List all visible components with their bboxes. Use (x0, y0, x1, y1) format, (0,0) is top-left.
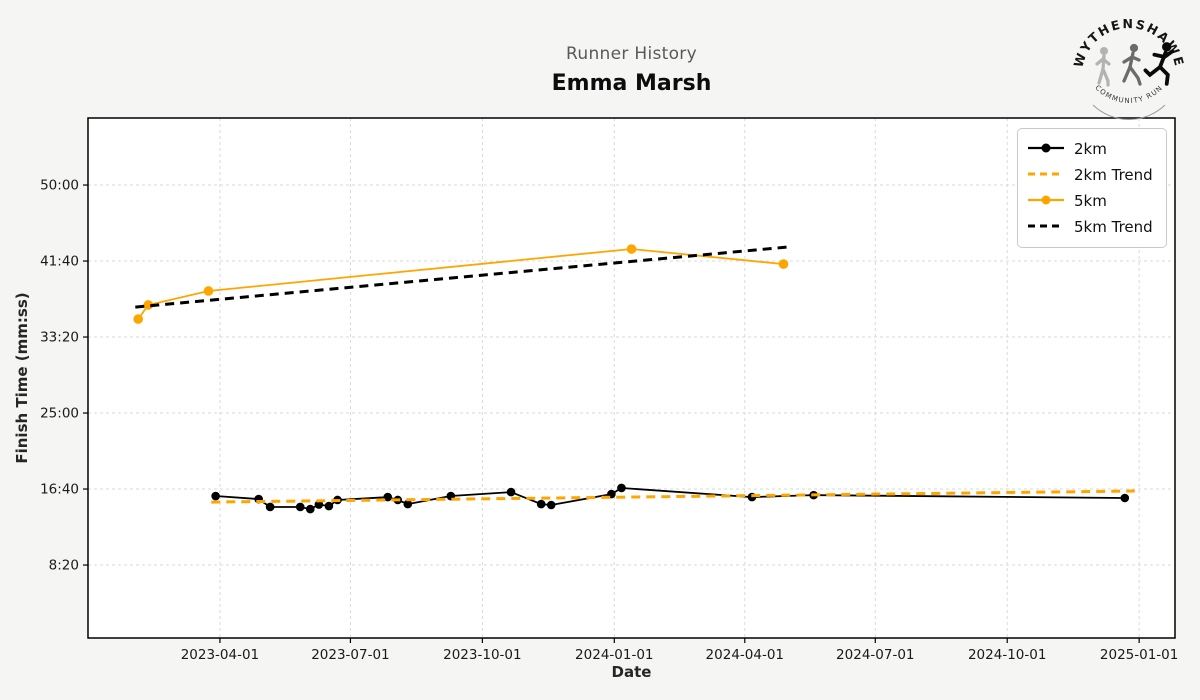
x-axis-label: Date (611, 663, 652, 681)
y-tick-label: 33:20 (40, 330, 79, 346)
legend-label-2km-trend: 2km Trend (1074, 166, 1153, 184)
data-point-5km (143, 300, 154, 310)
x-tick-label: 2023-07-01 (311, 647, 389, 663)
x-tick-label: 2023-04-01 (181, 647, 259, 663)
x-tick-label: 2024-01-01 (575, 647, 653, 663)
data-point-5km (133, 314, 143, 324)
data-point-2km (1120, 493, 1130, 503)
data-point-5km (778, 259, 789, 269)
runner-icon-light (1095, 47, 1111, 87)
x-tick-label: 2024-04-01 (706, 647, 784, 663)
chart-title: Runner History (566, 44, 697, 64)
x-tick-label: 2023-10-01 (443, 647, 521, 663)
runner-name: Emma Marsh (551, 71, 712, 96)
data-point-2km (211, 491, 220, 501)
data-point-2km (536, 499, 546, 509)
data-point-5km (626, 244, 637, 254)
legend-swatch-2km-icon (1027, 140, 1065, 159)
data-point-2km (295, 502, 305, 512)
logo-bottom-text: COMMUNITY RUN (1093, 84, 1164, 105)
data-point-2km (305, 504, 315, 514)
legend-swatch-5km-icon (1027, 192, 1065, 211)
x-tick-label: 2025-01-01 (1100, 647, 1178, 663)
runner-icon-dark (1143, 42, 1175, 86)
legend-item-2km-trend: 2km Trend (1027, 162, 1156, 188)
y-tick-label: 25:00 (40, 406, 79, 422)
y-axis-label: Finish Time (mm:ss) (13, 292, 31, 464)
data-point-2km (324, 501, 334, 511)
data-point-2km (506, 487, 516, 497)
logo-bottom-arc (1092, 104, 1166, 120)
y-tick-label: 41:40 (40, 254, 79, 270)
y-tick-label: 16:40 (40, 482, 79, 498)
logo-top-text: WYTHENSHAWE (1070, 16, 1187, 69)
data-point-2km (403, 499, 413, 509)
legend-swatch-5km-trend-icon (1027, 218, 1065, 237)
data-point-2km (314, 500, 324, 509)
data-point-2km (383, 492, 393, 502)
y-tick-label: 8:20 (49, 558, 79, 574)
legend-item-5km: 5km (1027, 188, 1156, 214)
legend-label-5km: 5km (1074, 192, 1107, 210)
title-block: Runner History Emma Marsh (88, 44, 1175, 96)
series-line-2km-trend (211, 489, 1135, 504)
runner-icon-medium (1122, 43, 1142, 86)
wythenshawe-community-run-logo: WYTHENSHAWE COMMUNITY RUN (1070, 16, 1187, 120)
data-point-2km (265, 502, 275, 512)
plot-area (88, 118, 1175, 638)
data-point-5km (203, 286, 214, 296)
legend-swatch-2km-trend-icon (1027, 166, 1065, 185)
data-point-2km (546, 500, 556, 510)
plot-border (87, 117, 1176, 639)
legend-label-5km-trend: 5km Trend (1074, 218, 1153, 236)
y-tick-label: 50:00 (40, 178, 79, 194)
x-tick-label: 2024-10-01 (968, 647, 1046, 663)
legend: 2km 2km Trend 5km 5km Trend (1017, 128, 1167, 248)
legend-label-2km: 2km (1074, 140, 1107, 158)
legend-item-2km: 2km (1027, 136, 1156, 162)
legend-item-5km-trend: 5km Trend (1027, 214, 1156, 240)
x-tick-label: 2024-07-01 (836, 647, 914, 663)
series-line-5km-trend (135, 245, 788, 309)
data-point-2km (617, 483, 626, 493)
